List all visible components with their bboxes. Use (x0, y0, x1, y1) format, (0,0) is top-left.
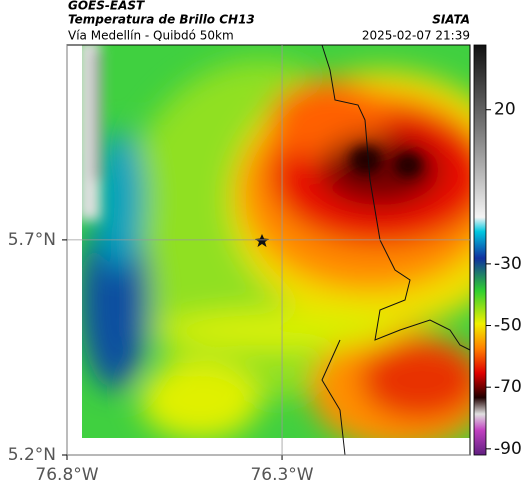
y-tick-label: 5.2°N (8, 445, 56, 465)
colorbar-tick-label: 20 (494, 100, 516, 120)
y-tick-label: 5.7°N (8, 230, 56, 250)
brand: SIATA (432, 13, 470, 27)
title: Temperatura de Brillo CH13 (68, 13, 255, 27)
colorbar-tick-label: -30 (494, 254, 522, 274)
colorbar-tick-label: -70 (494, 377, 522, 397)
colorbar-tick-label: -50 (494, 316, 522, 336)
location-marker (255, 234, 269, 247)
x-tick-label: 76.8°W (35, 465, 98, 485)
colorbar-tick-label: -90 (494, 439, 522, 459)
source: GOES-EAST (68, 0, 145, 13)
x-tick-label: 76.3°W (250, 465, 313, 485)
timestamp: 2025-02-07 21:39 (362, 29, 470, 43)
colorbar (473, 44, 487, 456)
subtitle: Vía Medellín - Quibdó 50km (68, 29, 234, 43)
border-line (321, 44, 471, 456)
satellite-image (82, 45, 470, 438)
